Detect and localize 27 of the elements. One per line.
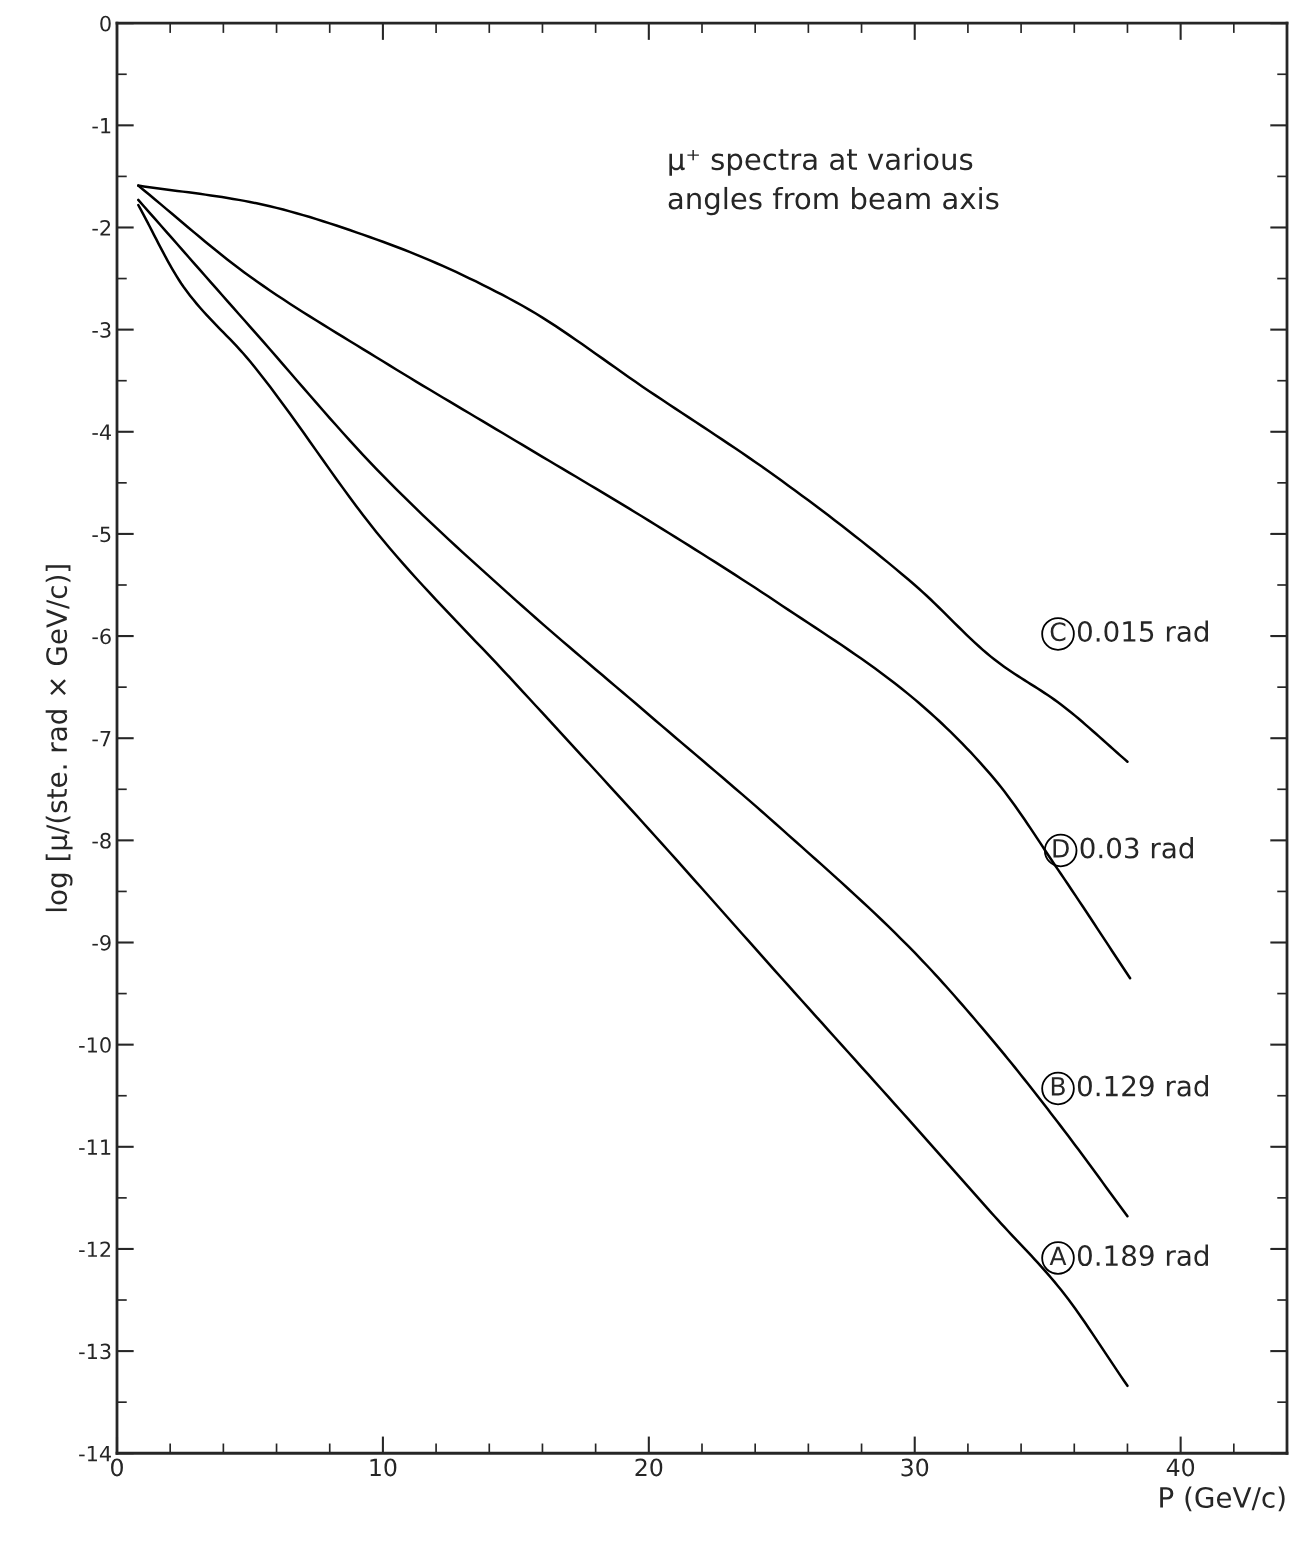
- y-tick-label: -13: [79, 1343, 111, 1360]
- y-tick-label: -10: [79, 1037, 111, 1053]
- y-tick-label: -11: [79, 1139, 111, 1155]
- y-tick-label: -5: [92, 526, 111, 543]
- y-tick-label: -9: [92, 934, 111, 951]
- x-tick-label: 30: [901, 1458, 929, 1477]
- y-axis-title: log [μ/(ste. rad × GeV/c)]: [45, 565, 73, 912]
- series-label: A 0.189 rad: [1049, 1244, 1208, 1267]
- series-label: D 0.03 rad: [1053, 837, 1193, 859]
- y-tick-label: -14: [79, 1445, 111, 1462]
- series-label: C 0.015 rad: [1050, 620, 1208, 642]
- annotation: μ⁺ spectra at various angles from beam axis: [668, 147, 999, 216]
- x-tick-label: 20: [635, 1458, 663, 1477]
- x-axis-title: P (GeV/c): [1160, 1486, 1285, 1512]
- x-tick-label: 0: [111, 1458, 123, 1477]
- x-tick-label: 10: [370, 1458, 397, 1477]
- x-tick-label: 40: [1166, 1458, 1195, 1477]
- y-tick-label: -1: [92, 118, 111, 134]
- y-tick-label: -6: [92, 628, 111, 645]
- y-tick-label: -3: [92, 322, 111, 338]
- y-tick-label: -12: [79, 1241, 111, 1257]
- y-tick-label: 0: [100, 15, 111, 32]
- y-tick-label: -7: [92, 730, 111, 747]
- y-tick-label: -4: [92, 424, 111, 440]
- series-label: B 0.129 rad: [1051, 1075, 1208, 1097]
- y-tick-label: -2: [92, 219, 111, 236]
- y-tick-label: -8: [92, 832, 111, 849]
